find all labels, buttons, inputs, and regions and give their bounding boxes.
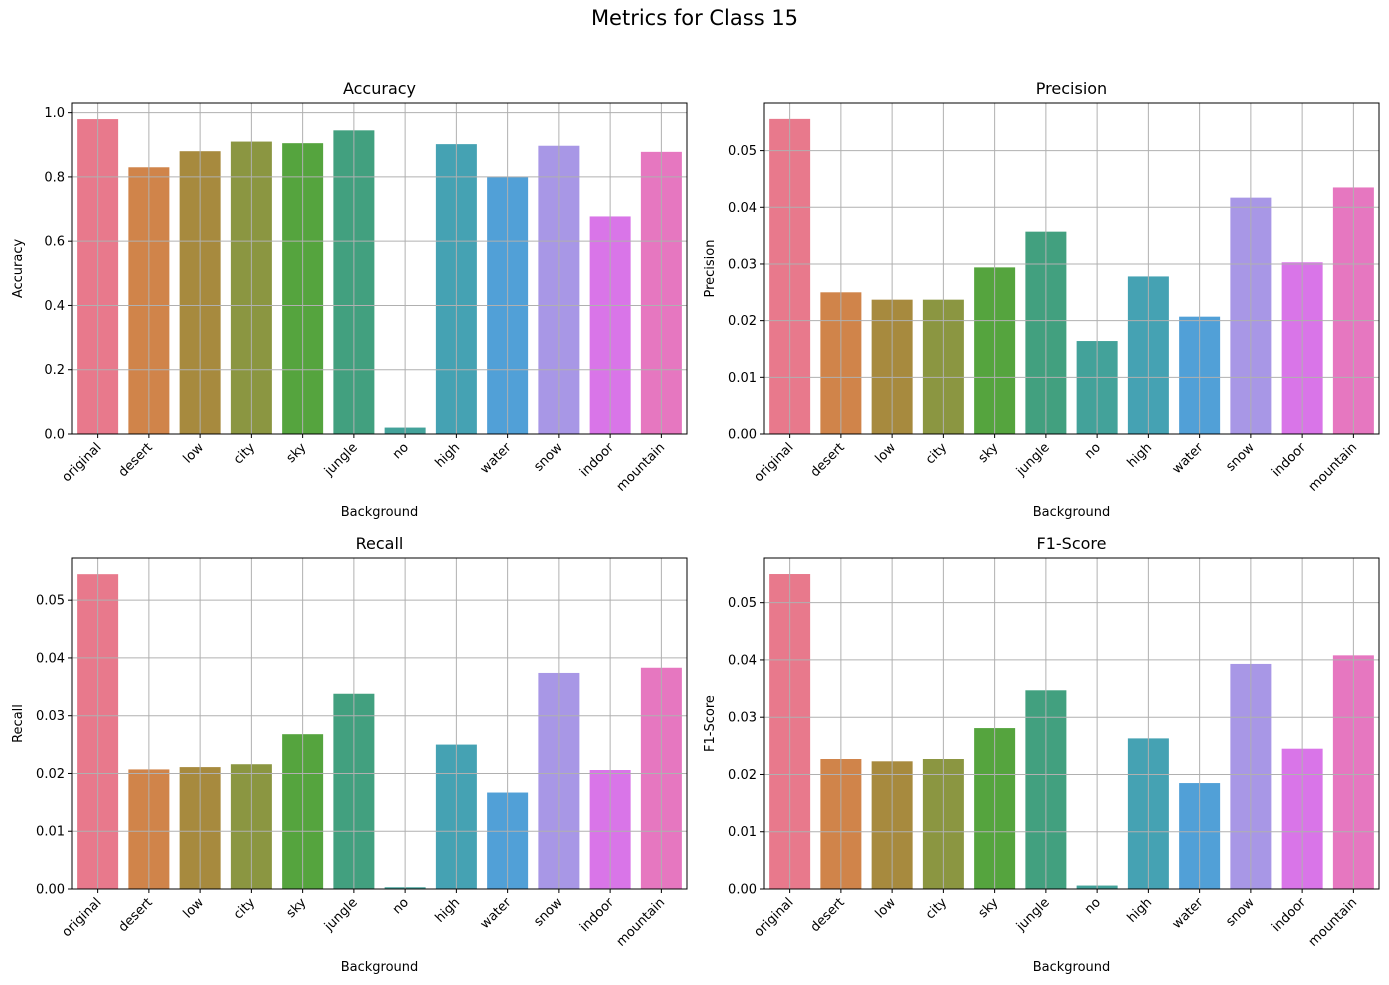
y-tick-label: 0.00 [36,883,65,898]
x-axis-title: Background [341,505,419,520]
x-tick-label: sky [284,895,310,921]
y-tick-label: 0.01 [36,825,65,840]
y-tick-label: 0.04 [728,201,757,216]
panel-precision: 0.00 0.01 0.02 0.03 0.04 0.05 original desert lo… [703,79,1380,520]
x-tick-label: high [1125,895,1156,926]
y-tick-label: 0.05 [728,144,757,159]
y-axis-title: Precision [703,239,718,297]
y-axis-title: Recall [11,704,26,743]
x-tick-label: city [923,440,950,467]
panel-title: Accuracy [343,79,416,98]
y-tick-label: 0.02 [728,768,757,783]
x-tick-label: original [751,440,796,485]
x-tick-label: indoor [577,440,617,480]
panel-title: Precision [1036,79,1107,98]
x-tick-label: indoor [1269,440,1309,480]
x-tick-label: desert [116,440,156,480]
y-tick-label: 0.03 [728,257,757,272]
y-tick-label: 0.01 [728,825,757,840]
figure-title: Metrics for Class 15 [590,6,799,30]
x-tick-label: low [181,895,208,922]
y-tick-label: 0.03 [36,709,65,724]
x-tick-label: water [478,895,515,932]
y-tick-label: 0.8 [44,170,65,185]
x-tick-label: original [751,895,796,940]
x-tick-label: snow [531,895,566,930]
x-tick-label: no [1082,440,1104,462]
x-tick-label: city [231,895,258,922]
y-tick-label: 0.02 [728,314,757,329]
y-tick-label: 0.05 [728,596,757,611]
x-tick-label: jungle [321,895,361,935]
y-tick-label: 0.02 [36,767,65,782]
axes-frame [763,102,1380,435]
x-tick-label: city [923,895,950,922]
x-tick-label: snow [1223,895,1258,930]
x-axis-title: Background [1033,960,1111,975]
x-tick-label: water [1170,440,1207,477]
axes-frame [71,102,688,435]
x-axis-title: Background [341,960,419,975]
panel-title: F1-Score [1037,534,1107,553]
x-tick-label: desert [808,895,848,935]
x-tick-label: low [873,895,900,922]
x-tick-label: jungle [1013,895,1053,935]
x-tick-label: jungle [1013,440,1053,480]
x-tick-label: no [390,440,412,462]
x-tick-label: mountain [1306,895,1360,949]
x-tick-label: no [390,895,412,917]
y-axis-title: Accuracy [11,239,26,299]
y-tick-label: 0.00 [728,883,757,898]
x-tick-label: high [1125,440,1156,471]
x-tick-label: city [231,440,258,467]
x-tick-label: indoor [577,895,617,935]
x-tick-label: high [433,440,464,471]
y-axis-title: F1-Score [703,695,718,752]
x-tick-label: sky [976,895,1002,921]
y-tick-label: 0.03 [728,711,757,726]
y-tick-label: 0.01 [728,371,757,386]
x-tick-label: snow [531,440,566,475]
x-tick-label: indoor [1269,895,1309,935]
x-tick-label: sky [284,440,310,466]
x-tick-label: original [59,440,104,485]
y-tick-label: 0.04 [728,653,757,668]
axes-frame [71,557,688,890]
x-tick-label: desert [808,440,848,480]
x-tick-label: mountain [1306,440,1360,494]
x-tick-label: water [1170,895,1207,932]
x-tick-label: no [1082,895,1104,917]
x-tick-label: snow [1223,440,1258,475]
x-axis-title: Background [1033,505,1111,520]
y-tick-label: 0.2 [44,363,65,378]
x-tick-label: mountain [614,895,668,949]
panel-recall: 0.00 0.01 0.02 0.03 0.04 0.05 original desert lo… [11,534,688,975]
panel-f1-score: 0.00 0.01 0.02 0.03 0.04 0.05 original desert lo… [703,534,1380,975]
axes-frame [763,557,1380,890]
x-tick-label: desert [116,895,156,935]
x-tick-label: water [478,440,515,477]
x-tick-label: high [433,895,464,926]
y-tick-label: 0.6 [44,235,65,250]
panel-title: Recall [356,534,404,553]
x-tick-label: low [873,440,900,467]
x-tick-label: sky [976,440,1002,466]
x-tick-label: low [181,440,208,467]
y-tick-label: 1.0 [44,106,65,121]
x-tick-label: jungle [321,440,361,480]
y-tick-label: 0.04 [36,651,65,666]
y-tick-label: 0.05 [36,594,65,609]
x-tick-label: mountain [614,440,668,494]
y-tick-label: 0.00 [728,428,757,443]
y-tick-label: 0.0 [44,428,65,443]
y-tick-label: 0.4 [44,299,65,314]
x-tick-label: original [59,895,104,940]
